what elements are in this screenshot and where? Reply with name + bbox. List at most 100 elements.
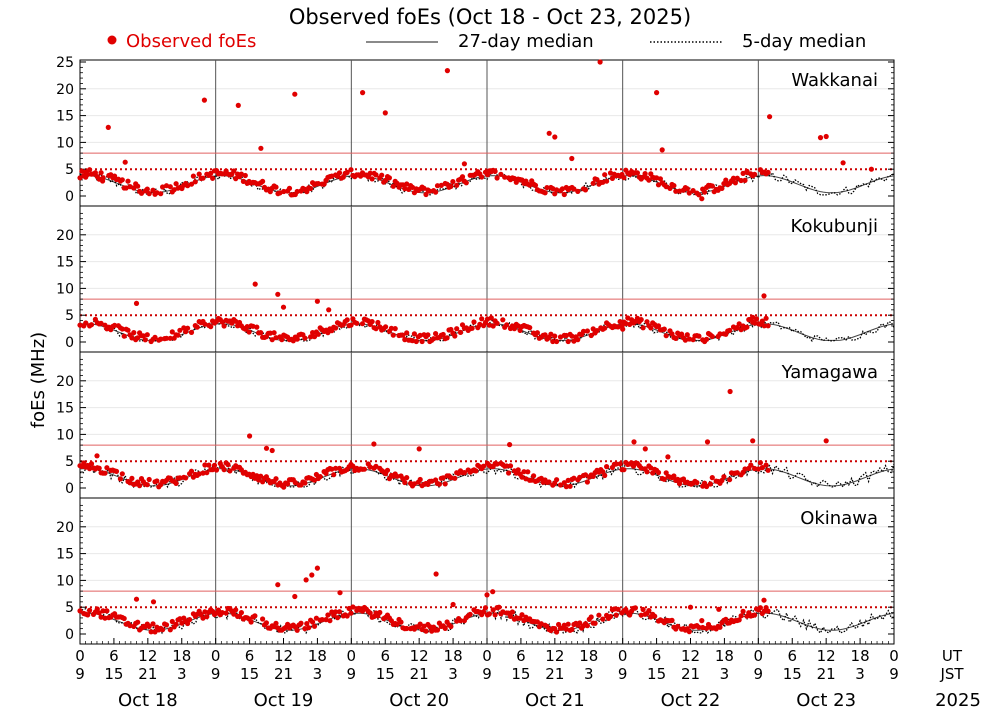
observed-point — [671, 183, 677, 189]
observed-point — [423, 191, 429, 198]
observed-point — [457, 618, 464, 624]
observed-point — [704, 439, 711, 445]
y-tick-label: 10 — [56, 573, 74, 589]
observed-point — [404, 475, 410, 481]
observed-point — [398, 619, 404, 625]
observed-point — [327, 618, 333, 624]
observed-point — [473, 468, 479, 474]
observed-point — [736, 321, 742, 327]
observed-point — [433, 571, 439, 577]
observed-point — [433, 189, 439, 195]
observed-point — [275, 582, 281, 588]
observed-point — [177, 475, 183, 481]
observed-point — [302, 480, 308, 486]
observed-point — [696, 333, 702, 339]
observed-point — [742, 177, 748, 183]
observed-point — [544, 185, 550, 191]
observed-point — [546, 130, 552, 136]
x-tick-label-ut: 12 — [274, 647, 293, 665]
observed-point — [314, 565, 320, 571]
observed-point — [755, 466, 762, 472]
observed-point — [417, 476, 423, 483]
observed-point — [502, 174, 508, 180]
observed-point — [119, 326, 125, 332]
x-tick-label-jst: 9 — [347, 665, 357, 683]
observed-point — [494, 175, 500, 181]
observed-point — [690, 188, 696, 194]
y-tick-label: 20 — [56, 82, 74, 98]
observed-point — [580, 328, 587, 334]
observed-point — [767, 114, 773, 120]
x-tick-label-ut: 12 — [681, 647, 700, 665]
observed-point — [577, 620, 583, 626]
observed-point — [325, 612, 331, 618]
observed-point — [565, 621, 571, 627]
observed-point — [699, 196, 705, 202]
observed-point — [546, 479, 552, 485]
observed-point — [442, 625, 448, 632]
observed-point — [100, 178, 106, 184]
observed-point — [150, 621, 156, 627]
x-tick-label-jst: 15 — [376, 665, 395, 683]
observed-point — [254, 324, 260, 330]
observed-point — [292, 593, 298, 600]
observed-point — [594, 177, 600, 183]
observed-point — [314, 298, 320, 304]
observed-point — [246, 329, 252, 335]
observed-point — [348, 167, 354, 173]
observed-point — [569, 626, 575, 633]
observed-point — [331, 472, 337, 478]
x-tick-label-ut: 6 — [109, 647, 119, 665]
observed-point — [94, 453, 100, 459]
observed-point — [390, 183, 396, 189]
observed-point — [267, 330, 273, 336]
observed-point — [137, 483, 143, 489]
observed-point — [122, 159, 128, 165]
observed-point — [507, 613, 514, 620]
observed-point — [104, 465, 110, 471]
observed-point — [163, 622, 170, 628]
observed-point — [750, 314, 756, 320]
x-tick-label-ut: 6 — [787, 647, 797, 665]
observed-point — [740, 608, 746, 615]
observed-point — [185, 183, 191, 189]
observed-point — [686, 190, 692, 196]
observed-point — [823, 438, 829, 444]
observed-point — [152, 334, 158, 340]
observed-point — [411, 481, 417, 487]
observed-point — [748, 462, 754, 468]
observed-point — [202, 462, 208, 468]
observed-point — [390, 332, 396, 338]
observed-point — [602, 172, 608, 178]
observed-point — [444, 68, 450, 74]
observed-point — [716, 606, 722, 612]
observed-point — [392, 326, 398, 332]
observed-point — [515, 467, 521, 473]
observed-point — [98, 320, 104, 326]
observed-point — [469, 325, 475, 331]
observed-point — [173, 621, 179, 627]
observed-point — [88, 461, 95, 467]
observed-point — [96, 610, 102, 616]
observed-point — [258, 330, 264, 336]
observed-point — [194, 324, 200, 330]
observed-point — [148, 629, 154, 635]
observed-point — [421, 623, 427, 629]
y-tick-label: 5 — [65, 454, 74, 470]
observed-point — [459, 174, 466, 180]
observed-point — [673, 188, 679, 194]
observed-point — [484, 592, 490, 598]
observed-point — [131, 185, 137, 191]
x-tick-label-ut: 0 — [754, 647, 764, 665]
observed-point — [227, 468, 233, 474]
x-tick-label-jst: 9 — [889, 665, 899, 683]
observed-point — [273, 184, 279, 190]
observed-point — [188, 181, 195, 187]
observed-point — [185, 325, 191, 331]
observed-points — [77, 59, 875, 202]
y-tick-label: 10 — [56, 427, 74, 443]
observed-point — [298, 620, 304, 626]
observed-point — [765, 608, 771, 614]
observed-point — [219, 610, 225, 616]
observed-point — [709, 475, 715, 481]
